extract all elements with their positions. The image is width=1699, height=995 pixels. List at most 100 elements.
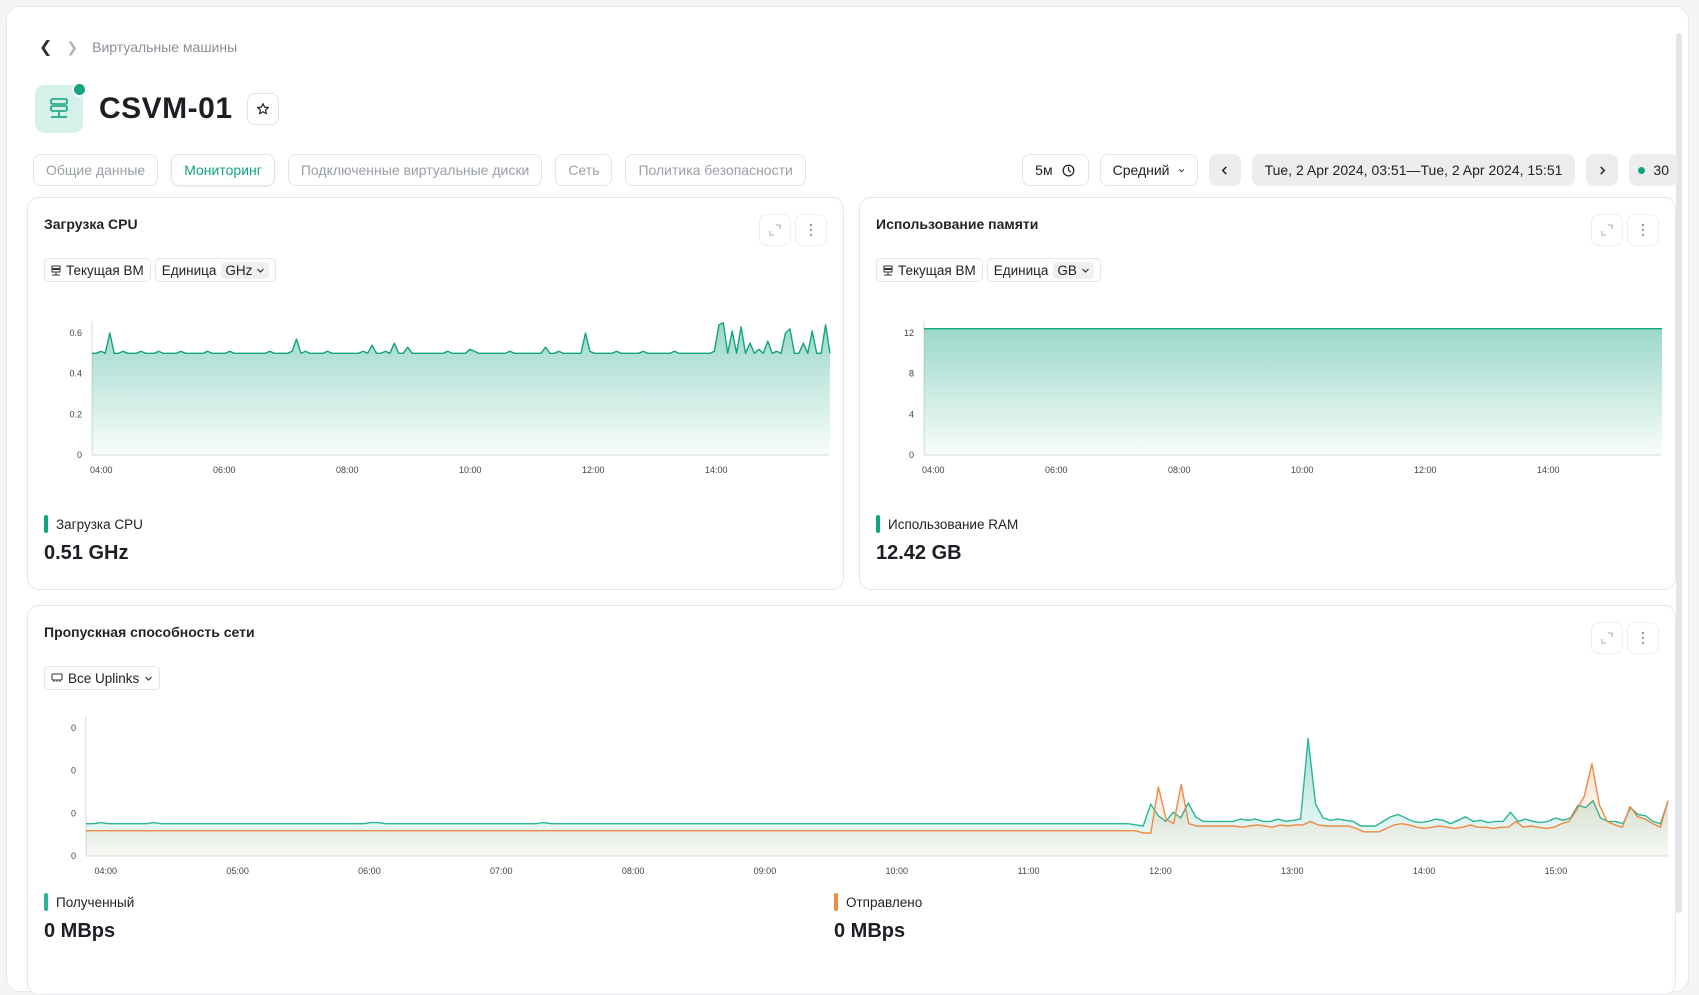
- chevron-down-icon: [257, 268, 265, 273]
- tab-virtual-disks[interactable]: Подключенные виртуальные диски: [287, 154, 543, 186]
- chevron-right-icon: ❯: [66, 38, 79, 55]
- cpu-legend-swatch: [44, 515, 48, 533]
- server-icon: [883, 265, 893, 275]
- expand-icon: [1601, 632, 1613, 644]
- memory-filters: Текущая ВМ Единица GB: [876, 258, 1101, 282]
- x-tick-label: 12:00: [1149, 866, 1172, 876]
- range-next-button[interactable]: [1586, 154, 1619, 186]
- memory-current-value: 12.42 GB: [876, 542, 962, 564]
- y-tick-label: 0.4: [69, 369, 82, 379]
- memory-unit-select[interactable]: GB: [1053, 261, 1094, 279]
- memory-scope-chip[interactable]: Текущая ВМ: [876, 258, 983, 282]
- live-dot: [1638, 166, 1646, 174]
- x-tick-label: 14:00: [1413, 866, 1436, 876]
- network-expand-button[interactable]: [1591, 622, 1623, 654]
- tab-general[interactable]: Общие данные: [33, 154, 159, 186]
- tab-bar: Общие данные Мониторинг Подключенные вир…: [33, 154, 806, 186]
- cpu-card-title: Загрузка CPU: [44, 216, 138, 232]
- memory-unit-label: Единица: [993, 262, 1049, 278]
- star-icon: [256, 103, 269, 115]
- received-legend-label: Полученный: [56, 894, 135, 910]
- chevron-down-icon: [1178, 168, 1184, 172]
- x-tick-label: 07:00: [490, 866, 513, 876]
- favorite-button[interactable]: [246, 93, 279, 125]
- breadcrumb: ❮ ❯ Виртуальные машины: [39, 37, 237, 57]
- series-area: [92, 322, 830, 455]
- x-tick-label: 06:00: [358, 866, 381, 876]
- cpu-unit-select[interactable]: GHz: [221, 261, 270, 279]
- chevron-down-icon: [1081, 268, 1089, 273]
- x-tick-label: 04:00: [922, 465, 945, 475]
- x-tick-label: 15:00: [1545, 866, 1568, 876]
- x-tick-label: 08:00: [336, 465, 359, 475]
- page-title: CSVM-01: [99, 92, 233, 125]
- x-tick-label: 14:00: [705, 465, 728, 475]
- cpu-menu-button[interactable]: [795, 214, 827, 246]
- series-line: [92, 322, 831, 354]
- cpu-unit-value: GHz: [225, 262, 253, 278]
- x-tick-label: 05:00: [226, 866, 249, 876]
- memory-menu-button[interactable]: [1627, 214, 1659, 246]
- memory-legend: Использование RAM: [876, 515, 1018, 533]
- status-dot: [72, 82, 87, 97]
- y-tick-label: 0.2: [69, 409, 82, 419]
- x-tick-label: 08:00: [1168, 465, 1191, 475]
- y-tick-label: 8: [909, 369, 914, 379]
- network-chart: 0 0 0 0 04:00 05:00 06:00 07:00 08:00 09:00 10:00 1…: [71, 716, 1669, 876]
- cpu-unit-chip[interactable]: Единица GHz: [154, 258, 277, 282]
- back-icon[interactable]: ❮: [39, 39, 53, 56]
- x-tick-label: 12:00: [1414, 465, 1437, 475]
- cpu-scope-label: Текущая ВМ: [66, 262, 144, 278]
- x-tick-label: 04:00: [95, 866, 118, 876]
- network-filters: Все Uplinks: [44, 666, 161, 690]
- time-range-picker[interactable]: Tue, 2 Apr 2024, 03:51—Tue, 2 Apr 2024, …: [1251, 154, 1576, 186]
- received-legend: Полученный: [44, 893, 134, 911]
- x-tick-label: 04:00: [90, 465, 113, 475]
- cpu-current-value: 0.51 GHz: [44, 542, 129, 564]
- series-area: [924, 328, 1662, 455]
- tab-network[interactable]: Сеть: [555, 154, 613, 186]
- interval-label: 5м: [1035, 162, 1053, 178]
- uplink-filter-chip[interactable]: Все Uplinks: [44, 666, 161, 690]
- x-tick-label: 10:00: [1291, 465, 1314, 475]
- x-tick-label: 08:00: [622, 866, 645, 876]
- chevron-left-icon: [1221, 165, 1227, 175]
- more-vertical-icon: [1641, 223, 1645, 237]
- series-line: [86, 763, 1669, 834]
- memory-unit-value: GB: [1057, 262, 1077, 278]
- scrollbar[interactable]: [1676, 33, 1682, 913]
- aggregation-select[interactable]: Средний: [1099, 154, 1198, 186]
- y-tick-label: 4: [909, 409, 914, 419]
- chevron-right-icon: [1600, 165, 1606, 175]
- cpu-scope-chip[interactable]: Текущая ВМ: [44, 258, 151, 282]
- cpu-unit-label: Единица: [161, 262, 217, 278]
- network-menu-button[interactable]: [1627, 622, 1659, 654]
- sent-legend-swatch: [834, 893, 838, 911]
- tab-security-policy[interactable]: Политика безопасности: [625, 154, 806, 186]
- cpu-chart: 0 0.2 0.4 0.6 04:00 06:00 08:00 10:00 12:00 14:00: [69, 321, 831, 475]
- more-vertical-icon: [809, 223, 813, 237]
- network-card: Пропускная способность сети Все Uplinks …: [27, 605, 1676, 995]
- auto-refresh-button[interactable]: 30: [1629, 154, 1678, 186]
- memory-expand-button[interactable]: [1591, 214, 1623, 246]
- y-tick-label: 0.6: [69, 328, 82, 338]
- aggregation-value: Средний: [1112, 162, 1170, 178]
- expand-icon: [1601, 224, 1613, 236]
- cpu-legend-label: Загрузка CPU: [56, 516, 143, 532]
- cpu-expand-button[interactable]: [759, 214, 791, 246]
- server-icon: [50, 98, 68, 118]
- monitoring-controls: 5м Средний Tue, 2 Apr 2024, 03:51—Tue, 2…: [1022, 154, 1678, 186]
- series-area: [86, 763, 1668, 856]
- server-icon: [51, 265, 61, 275]
- memory-card-actions: [1591, 214, 1659, 246]
- sent-current-value: 0 MBps: [834, 920, 906, 942]
- memory-legend-label: Использование RAM: [888, 516, 1019, 532]
- breadcrumb-item[interactable]: Виртуальные машины: [92, 39, 238, 55]
- app-window: ❮ ❯ Виртуальные машины CSVM-01 Общие дан…: [6, 6, 1689, 995]
- memory-legend-swatch: [876, 515, 880, 533]
- network-card-icon: [51, 673, 63, 682]
- interval-button[interactable]: 5м: [1022, 154, 1089, 186]
- range-prev-button[interactable]: [1208, 154, 1241, 186]
- memory-unit-chip[interactable]: Единица GB: [986, 258, 1101, 282]
- tab-monitoring[interactable]: Мониторинг: [171, 154, 275, 186]
